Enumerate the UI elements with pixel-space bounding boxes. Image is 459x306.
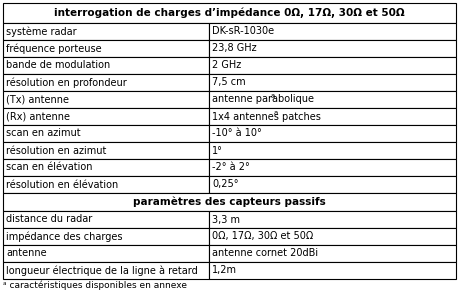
Bar [209, 57, 456, 74]
Text: paramètres des capteurs passifs: paramètres des capteurs passifs [133, 197, 326, 207]
Text: distance du radar: distance du radar [6, 215, 92, 225]
Bar [3, 211, 209, 228]
Bar [3, 262, 209, 279]
Bar [209, 159, 456, 176]
Bar [3, 176, 209, 193]
Text: bande de modulation: bande de modulation [6, 61, 110, 70]
Text: -10° à 10°: -10° à 10° [212, 129, 262, 139]
Bar [3, 23, 209, 40]
Text: antenne parabolique: antenne parabolique [212, 95, 314, 105]
Bar [209, 74, 456, 91]
Text: système radar: système radar [6, 26, 77, 37]
Bar [209, 23, 456, 40]
Bar [3, 40, 209, 57]
Text: longueur électrique de la ligne à retard: longueur électrique de la ligne à retard [6, 265, 198, 276]
Text: scan en azimut: scan en azimut [6, 129, 81, 139]
Text: 23,8 GHz: 23,8 GHz [212, 43, 257, 54]
Bar [3, 57, 209, 74]
Text: 7,5 cm: 7,5 cm [212, 77, 246, 88]
Bar [3, 142, 209, 159]
Text: antenne cornet 20dBi: antenne cornet 20dBi [212, 248, 318, 259]
Bar [3, 159, 209, 176]
Bar [209, 142, 456, 159]
Text: 1°: 1° [212, 145, 223, 155]
Bar [3, 74, 209, 91]
Text: a: a [271, 93, 275, 99]
Text: a: a [274, 110, 278, 116]
Text: (Rx) antenne: (Rx) antenne [6, 111, 70, 121]
Text: résolution en azimut: résolution en azimut [6, 145, 106, 155]
Text: résolution en profondeur: résolution en profondeur [6, 77, 127, 88]
Text: antenne: antenne [6, 248, 47, 259]
Bar [3, 125, 209, 142]
Bar [3, 193, 456, 211]
Bar [209, 91, 456, 108]
Text: ᵃ caractéristiques disponibles en annexe: ᵃ caractéristiques disponibles en annexe [3, 281, 187, 290]
Bar [3, 245, 209, 262]
Text: 2 GHz: 2 GHz [212, 61, 241, 70]
Text: 0,25°: 0,25° [212, 180, 239, 189]
Bar [209, 125, 456, 142]
Text: scan en élévation: scan en élévation [6, 162, 93, 173]
Text: DK-sR-1030e: DK-sR-1030e [212, 27, 274, 36]
Bar [3, 3, 456, 23]
Bar [209, 108, 456, 125]
Text: interrogation de charges d’impédance 0Ω, 17Ω, 30Ω et 50Ω: interrogation de charges d’impédance 0Ω,… [54, 8, 405, 18]
Bar [209, 211, 456, 228]
Text: fréquence porteuse: fréquence porteuse [6, 43, 101, 54]
Bar [209, 262, 456, 279]
Text: impédance des charges: impédance des charges [6, 231, 123, 242]
Text: 1x4 antennes patches: 1x4 antennes patches [212, 111, 321, 121]
Text: 0Ω, 17Ω, 30Ω et 50Ω: 0Ω, 17Ω, 30Ω et 50Ω [212, 232, 313, 241]
Bar [3, 108, 209, 125]
Bar [209, 245, 456, 262]
Bar [209, 40, 456, 57]
Bar [209, 176, 456, 193]
Text: -2° à 2°: -2° à 2° [212, 162, 250, 173]
Text: résolution en élévation: résolution en élévation [6, 180, 118, 189]
Text: 3,3 m: 3,3 m [212, 215, 240, 225]
Bar [3, 228, 209, 245]
Text: 1,2m: 1,2m [212, 266, 237, 275]
Bar [209, 228, 456, 245]
Text: (Tx) antenne: (Tx) antenne [6, 95, 69, 105]
Bar [3, 91, 209, 108]
